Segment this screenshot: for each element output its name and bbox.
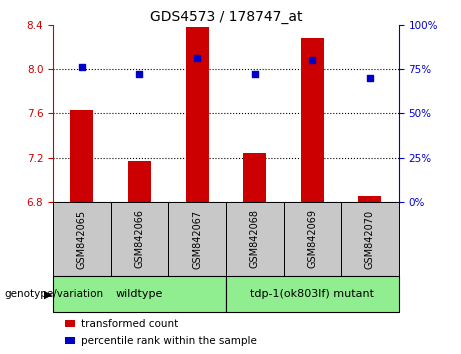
Bar <box>53 276 226 312</box>
Text: genotype/variation: genotype/variation <box>5 289 104 299</box>
Text: tdp-1(ok803lf) mutant: tdp-1(ok803lf) mutant <box>250 289 374 299</box>
Point <box>193 56 201 61</box>
Bar <box>128 161 151 202</box>
Text: GSM842069: GSM842069 <box>307 210 317 268</box>
Text: percentile rank within the sample: percentile rank within the sample <box>81 336 257 346</box>
Text: ▶: ▶ <box>44 290 53 299</box>
Text: GSM842066: GSM842066 <box>135 210 144 268</box>
Text: transformed count: transformed count <box>81 319 178 329</box>
Bar <box>341 202 399 276</box>
Bar <box>111 202 168 276</box>
Text: GSM842070: GSM842070 <box>365 209 375 269</box>
Point <box>309 57 316 63</box>
Bar <box>226 202 284 276</box>
Point <box>136 72 143 77</box>
Text: GSM842067: GSM842067 <box>192 209 202 269</box>
Point <box>251 72 258 77</box>
Bar <box>301 38 324 202</box>
Title: GDS4573 / 178747_at: GDS4573 / 178747_at <box>150 10 302 24</box>
Bar <box>358 196 381 202</box>
Bar <box>70 110 93 202</box>
Bar <box>284 202 341 276</box>
Text: wildtype: wildtype <box>116 289 163 299</box>
Bar <box>168 202 226 276</box>
Point <box>78 64 85 70</box>
Bar <box>53 202 111 276</box>
Text: GSM842065: GSM842065 <box>77 209 87 269</box>
Bar <box>243 153 266 202</box>
Bar <box>185 27 208 202</box>
Point <box>366 75 373 81</box>
Text: GSM842068: GSM842068 <box>250 210 260 268</box>
Bar <box>226 276 399 312</box>
